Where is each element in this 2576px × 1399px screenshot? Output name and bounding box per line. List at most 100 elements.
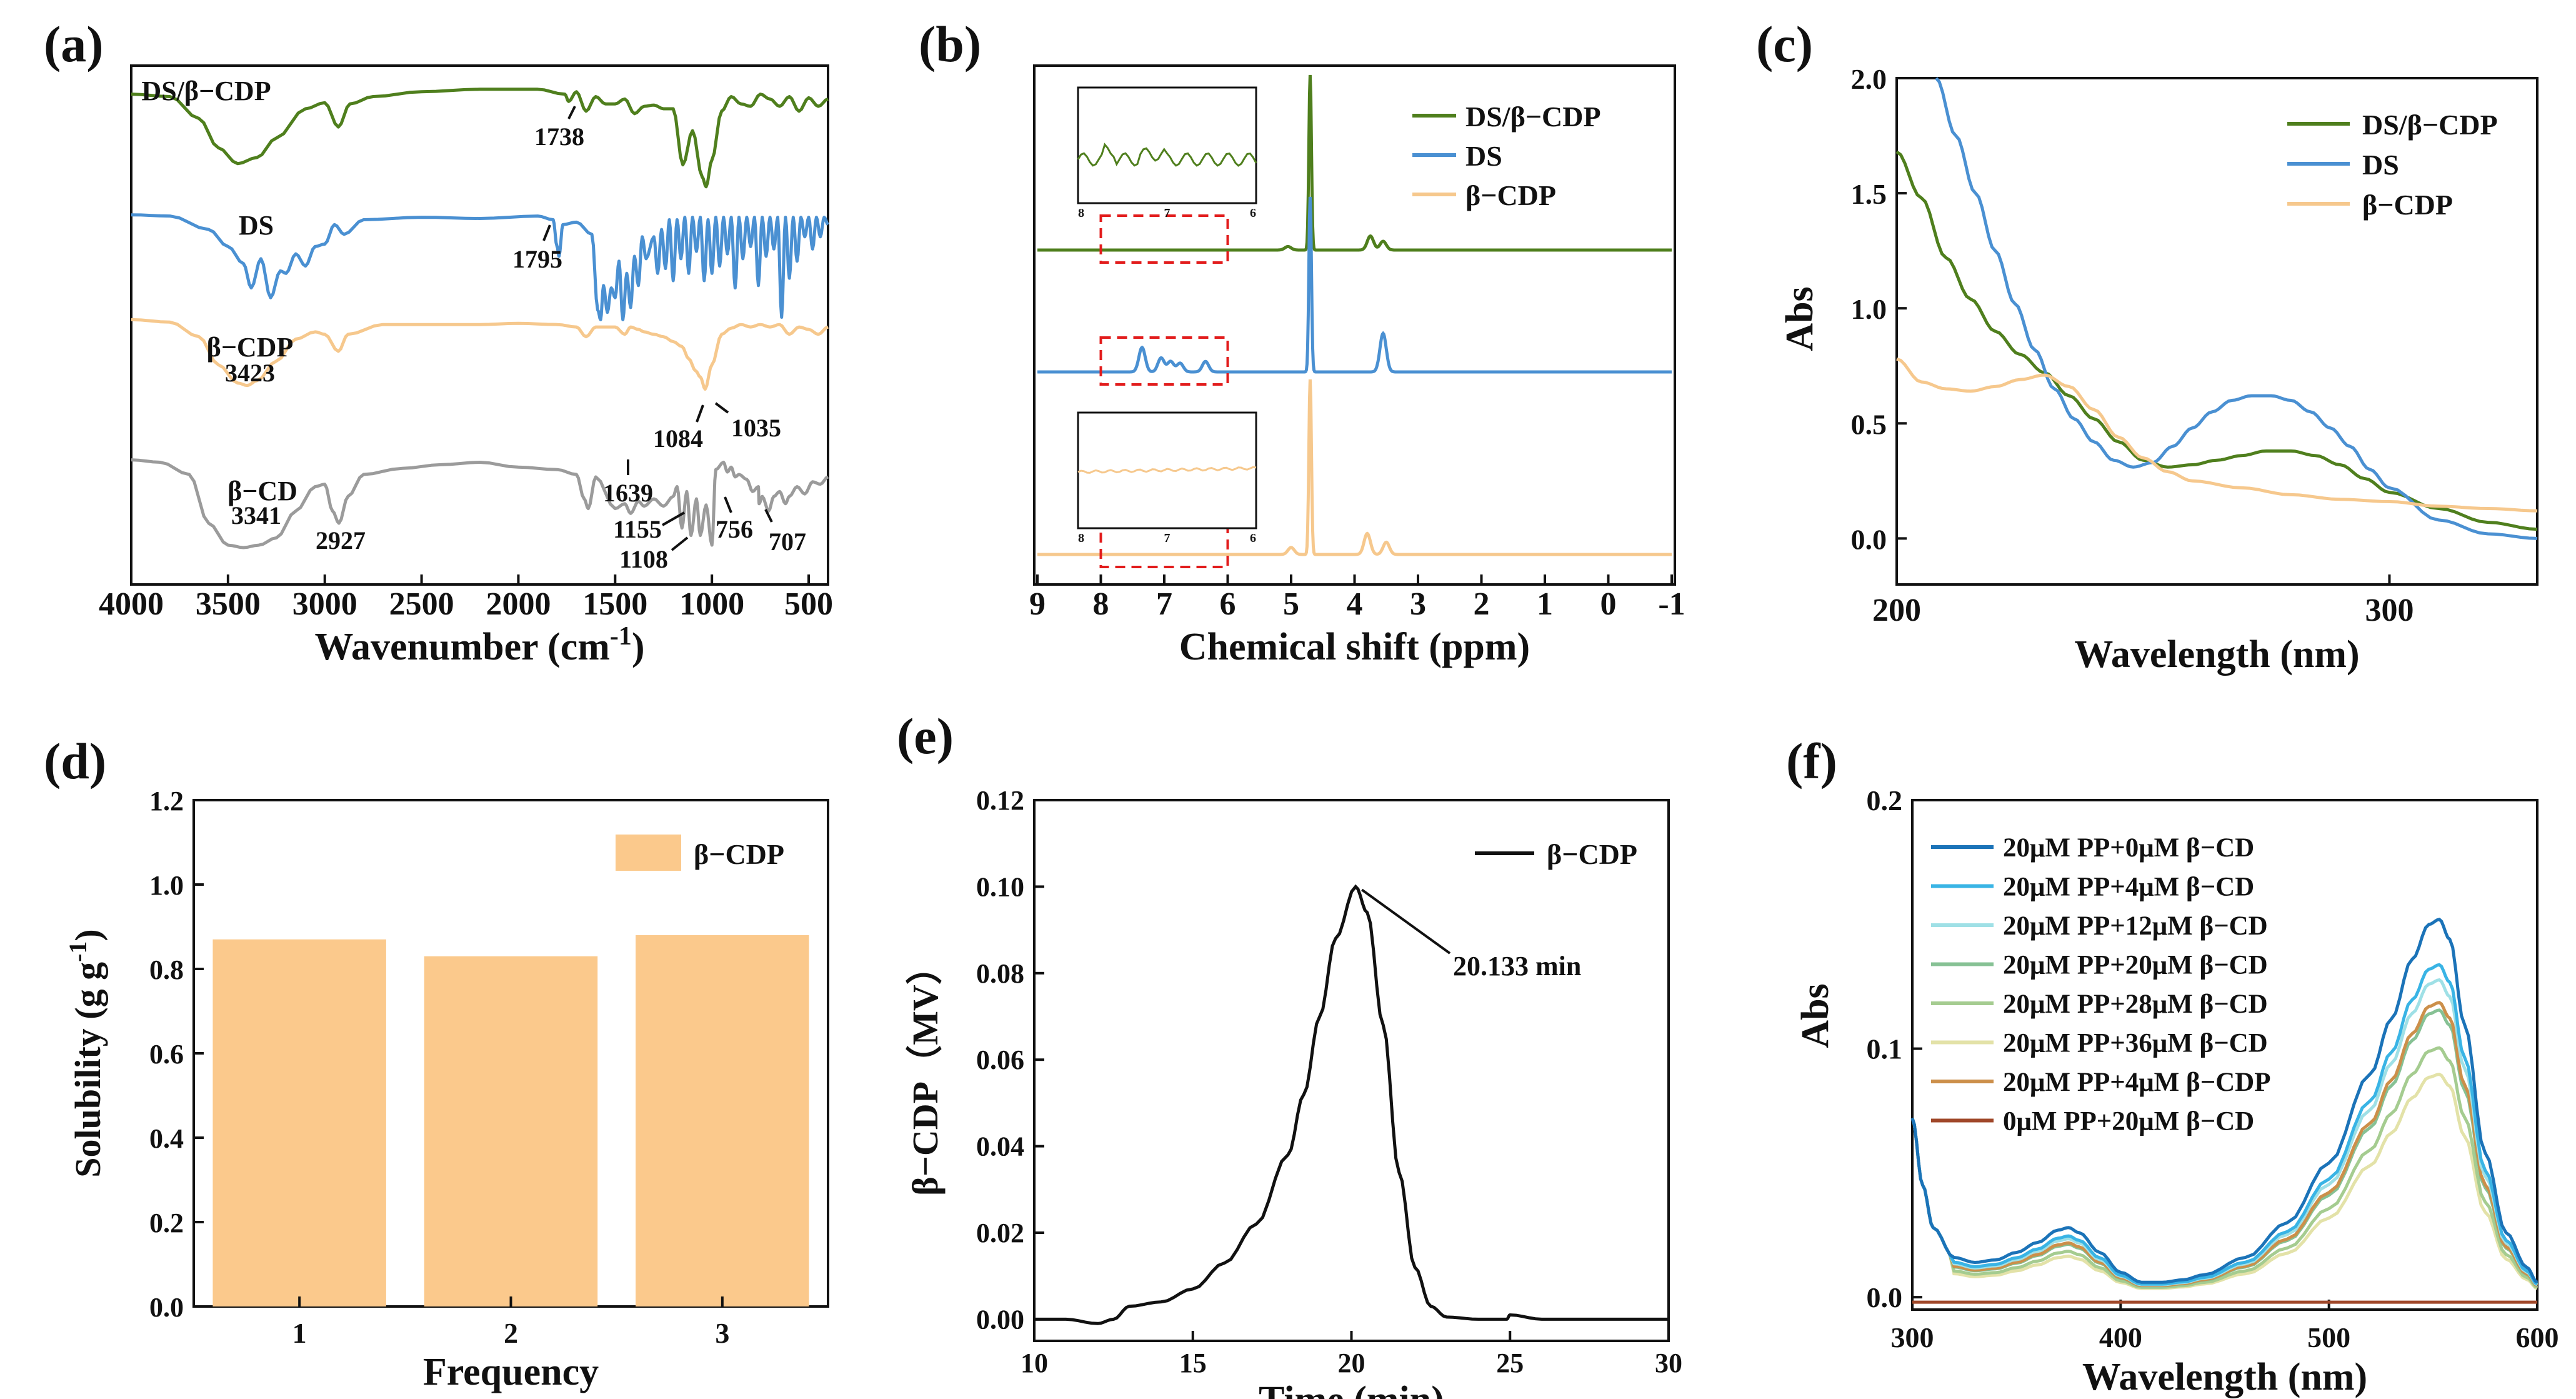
x-tick-label: -1	[1658, 586, 1685, 622]
legend-label: 20μM PP+20μM β−CD	[2003, 951, 2268, 980]
series-name-label: β−CD	[227, 476, 297, 506]
x-tick-label: 1500	[582, 586, 647, 622]
panel-d-solubility-chart: 0.0 0.2 0.4 0.6 0.8 1.0 1.2 1 2 3 Frequency Solubil…	[64, 786, 829, 1393]
bar-2	[424, 956, 598, 1306]
x-tick-label: 300	[1891, 1321, 1934, 1353]
inset-tick-label: 8	[1078, 531, 1084, 545]
inset-tick-label: 7	[1164, 531, 1171, 545]
titration-frame	[1911, 799, 2539, 1311]
peak-annotation: 1795	[512, 245, 562, 273]
x-tick-label: 4	[1347, 586, 1363, 622]
legend-label: DS	[1465, 140, 1502, 172]
x-axis-label: Wavenumber (cm-1)	[314, 622, 644, 668]
inset-frame	[1077, 411, 1257, 529]
legend-label: 20μM PP+12μM β−CD	[2003, 911, 2268, 941]
titration-series-0	[1910, 918, 2539, 1284]
series-name-label: DS/β−CDP	[141, 76, 271, 106]
x-tick-label: 3	[1410, 586, 1426, 622]
y-tick-label: 0.4	[149, 1123, 184, 1154]
panel-label-f: (f)	[1786, 733, 1837, 790]
y-tick-label: 0.10	[976, 871, 1024, 902]
x-tick-label: 1	[292, 1317, 307, 1349]
uv-series-0	[1895, 150, 2538, 531]
legend-label: β−CDP	[1547, 838, 1637, 870]
peak-annotation: 20.133 min	[1453, 951, 1581, 981]
highlight-box	[1099, 214, 1229, 264]
panel-a-ftir-chart: 4000 3500 3000 2500 2000 1500 1000 500 Wavenumbe…	[99, 64, 833, 668]
x-tick-label: 2500	[389, 586, 454, 622]
x-axis-label: Wavelength (nm)	[2082, 1356, 2367, 1398]
bar-1	[212, 939, 386, 1306]
y-axis-label: β−CDP（MV）	[905, 948, 946, 1195]
y-tick-label: 0.02	[976, 1218, 1024, 1248]
highlight-box	[1099, 336, 1229, 386]
x-tick-label: 300	[2365, 593, 2414, 628]
peak-annotation: 707	[769, 528, 806, 556]
y-tick-label: 0.1	[1867, 1033, 1903, 1065]
y-tick-label: 0.0	[149, 1292, 184, 1323]
peak-annotation: 3341	[231, 501, 281, 529]
y-tick-label: 0.04	[976, 1131, 1024, 1162]
panel-label-c: (c)	[1756, 16, 1813, 73]
x-tick-label: 3500	[196, 586, 261, 622]
y-tick-label: 1.0	[149, 870, 184, 901]
series-line-1	[131, 213, 829, 321]
y-tick-label: 0.5	[1851, 408, 1887, 440]
peak-annotation: 1738	[534, 123, 584, 151]
x-tick-label: 3	[715, 1317, 729, 1349]
nmr-spectrum-2	[1037, 379, 1672, 556]
legend-label: DS/β−CDP	[1465, 101, 1601, 133]
panel-c-uv-chart: 200 300 0.0 0.5 1.0 1.5 2.0 Wavelength (nm) Abs D…	[1779, 63, 2539, 676]
x-tick-label: 2	[504, 1317, 518, 1349]
annotation-leader	[671, 536, 689, 551]
legend-label: 0μM PP+20μM β−CD	[2003, 1107, 2254, 1136]
inset-spectrum	[1077, 466, 1257, 474]
x-tick-label: 400	[2099, 1321, 2142, 1353]
annotation-leader	[542, 224, 551, 241]
x-tick-label: 15	[1179, 1348, 1207, 1378]
nmr-spectrum-0	[1037, 74, 1672, 252]
x-tick-label: 500	[2307, 1321, 2350, 1353]
y-tick-label: 0.06	[976, 1045, 1024, 1075]
peak-annotation: 1084	[653, 424, 703, 453]
titration-series-4	[1910, 1046, 2539, 1289]
panel-b-nmr-chart: 9 8 7 6 5 4 3 2 1 0 -1 Chemical shift (ppm) DS/β−CDP…	[1029, 64, 1685, 668]
ftir-frame	[130, 64, 829, 586]
y-tick-label: 1.5	[1851, 178, 1887, 210]
peak-annotation: 2927	[316, 526, 366, 554]
y-tick-label: 1.2	[149, 786, 184, 816]
x-tick-label: 4000	[99, 586, 164, 622]
annotation-leader	[724, 496, 732, 513]
x-axis-label: Frequency	[423, 1351, 599, 1393]
y-tick-label: 0.2	[149, 1208, 184, 1238]
legend-label: β−CDP	[2362, 189, 2453, 221]
panel-label-e: (e)	[897, 708, 954, 765]
peak-annotation: 1155	[613, 515, 662, 543]
x-tick-label: 200	[1872, 593, 1921, 628]
x-tick-label: 500	[784, 586, 833, 622]
x-axis-label: Wavelength (nm)	[2074, 633, 2359, 676]
x-tick-label: 7	[1156, 586, 1172, 622]
y-tick-label: 0.00	[976, 1304, 1024, 1335]
annotation-leader	[696, 404, 704, 423]
series-name-label: β−CDP	[207, 332, 294, 363]
annotation-leader	[662, 511, 685, 526]
peak-annotation: 1639	[603, 479, 653, 507]
x-tick-label: 0	[1600, 586, 1617, 622]
x-tick-label: 1000	[679, 586, 744, 622]
annotation-leader	[1361, 888, 1451, 955]
x-tick-label: 600	[2516, 1321, 2559, 1353]
uv-series-1	[1935, 77, 2538, 540]
legend-label: β−CDP	[694, 838, 784, 870]
uv-frame	[1895, 77, 2539, 586]
peak-annotation: 1108	[619, 545, 668, 573]
annotation-leader	[714, 402, 729, 414]
legend-label: 20μM PP+4μM β−CDP	[2003, 1068, 2271, 1097]
y-tick-label: 0.12	[976, 785, 1024, 816]
inset-tick-label: 6	[1250, 531, 1256, 545]
panel-e-gpc-chart: 10 15 20 25 30 0.00 0.02 0.04 0.06 0.08 0.10 0.12 Ti…	[905, 785, 1682, 1399]
nmr-spectrum-1	[1037, 196, 1672, 374]
inset-frame	[1077, 86, 1257, 204]
inset-tick-label: 8	[1078, 206, 1084, 220]
